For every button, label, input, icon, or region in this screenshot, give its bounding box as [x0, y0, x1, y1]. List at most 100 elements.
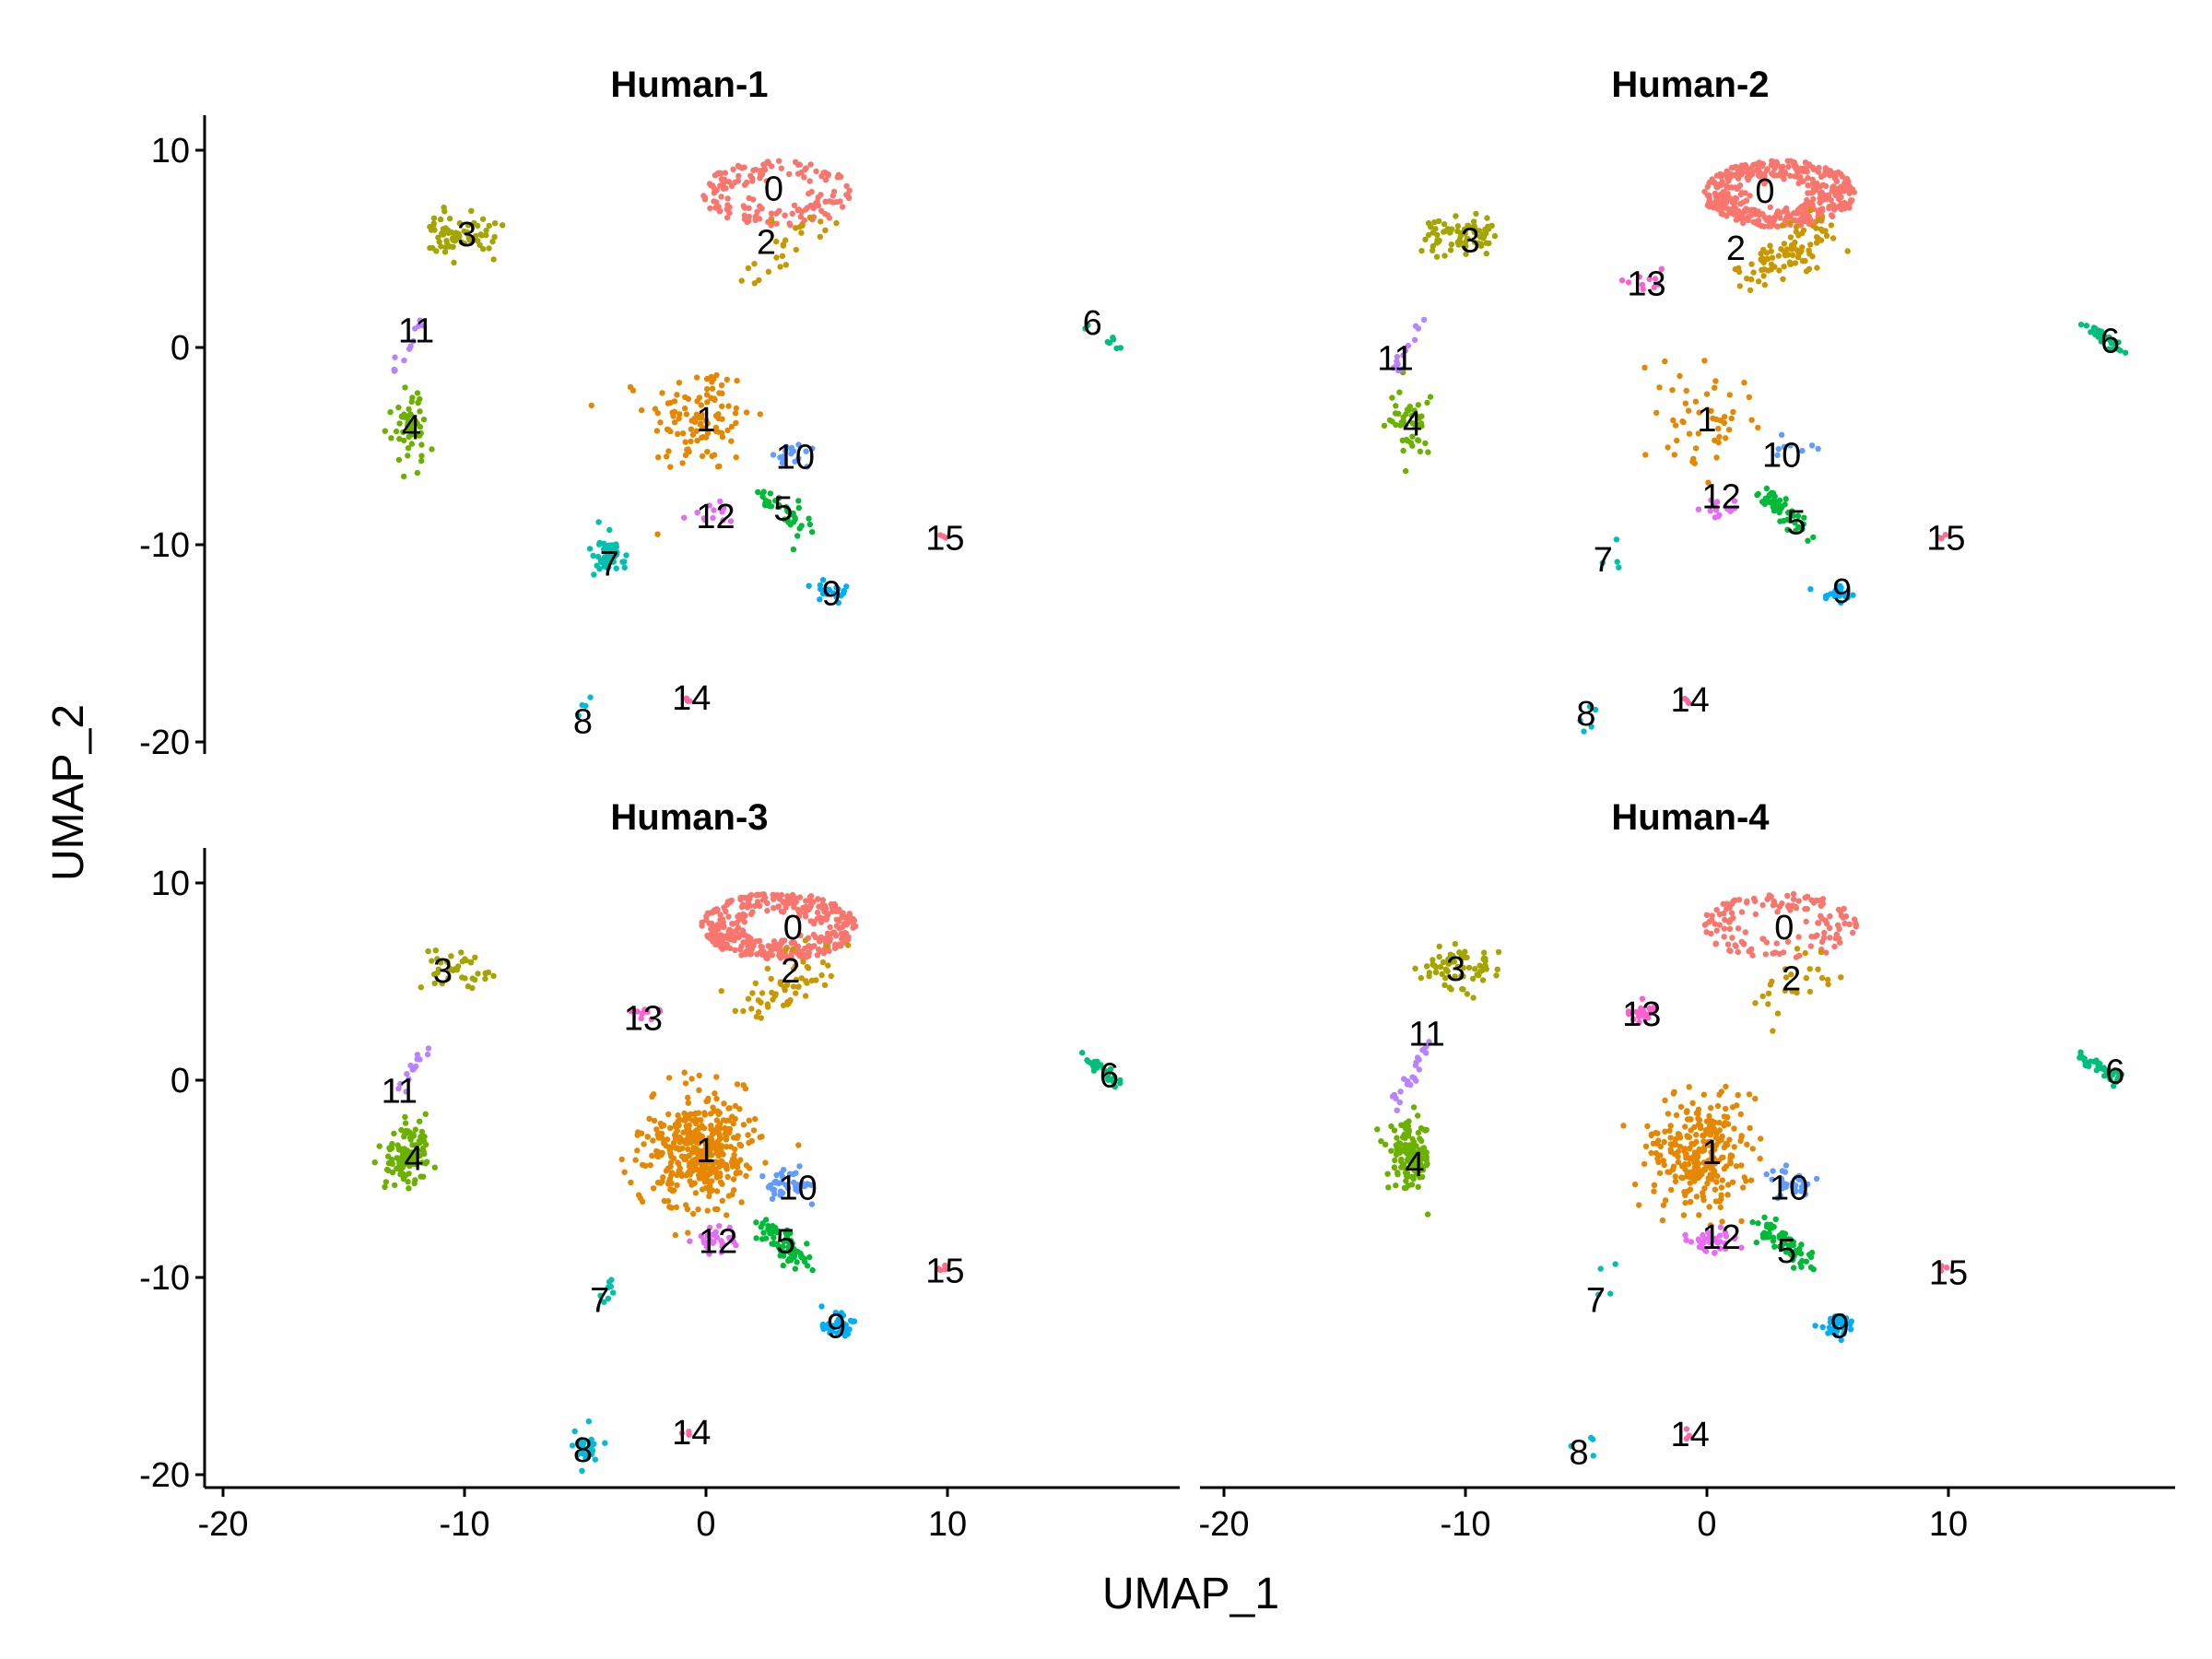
point-cluster-11: [407, 343, 414, 349]
point-cluster-0: [791, 939, 798, 947]
point-cluster-1: [1728, 415, 1735, 422]
point-cluster-2: [1769, 978, 1775, 985]
point-cluster-2: [768, 975, 774, 982]
point-cluster-2: [780, 1002, 787, 1009]
point-cluster-2: [782, 946, 789, 953]
point-cluster-1: [654, 531, 661, 537]
point-cluster-1: [700, 1137, 707, 1144]
cluster-label-11: 11: [382, 1073, 418, 1112]
point-cluster-1: [690, 1145, 698, 1151]
point-cluster-10: [1787, 442, 1794, 449]
point-cluster-4: [1392, 410, 1399, 417]
point-cluster-2: [779, 253, 786, 259]
point-cluster-3: [430, 220, 437, 227]
point-cluster-7: [605, 1284, 612, 1291]
point-cluster-3: [461, 228, 467, 235]
point-cluster-4: [1398, 1156, 1405, 1163]
point-cluster-11: [401, 357, 407, 364]
point-cluster-1: [727, 1144, 734, 1150]
x-tick-label: -20: [1199, 1505, 1250, 1544]
point-cluster-4: [418, 1173, 424, 1180]
point-cluster-1: [712, 1108, 718, 1114]
point-cluster-6: [2087, 1058, 2094, 1065]
point-cluster-3: [437, 216, 444, 223]
cluster-label-1: 1: [696, 1132, 715, 1171]
point-cluster-5: [790, 519, 797, 525]
point-cluster-1: [1636, 1202, 1642, 1208]
point-cluster-1: [725, 1105, 732, 1112]
point-cluster-1: [687, 1178, 693, 1184]
point-cluster-2: [1818, 226, 1825, 232]
point-cluster-3: [431, 971, 438, 978]
point-cluster-1: [743, 409, 750, 416]
point-cluster-1: [1758, 1135, 1764, 1142]
point-cluster-0: [704, 932, 711, 939]
point-cluster-4: [1393, 403, 1399, 409]
point-cluster-1: [719, 433, 726, 441]
point-cluster-1: [634, 1147, 641, 1154]
point-cluster-2: [1844, 248, 1851, 254]
point-cluster-1: [1687, 1156, 1694, 1162]
point-cluster-8: [588, 1441, 594, 1447]
point-cluster-4: [417, 1118, 423, 1124]
point-cluster-4: [423, 1141, 429, 1148]
point-cluster-0: [707, 205, 713, 212]
point-cluster-3: [1418, 247, 1425, 254]
point-cluster-1: [725, 1193, 733, 1199]
point-cluster-1: [700, 425, 707, 431]
point-cluster-12: [1708, 497, 1714, 503]
point-cluster-3: [458, 949, 465, 956]
point-cluster-1: [730, 1120, 736, 1127]
point-cluster-0: [1735, 184, 1742, 192]
point-cluster-0: [1803, 918, 1809, 925]
cluster-label-0: 0: [783, 909, 803, 947]
point-cluster-1: [731, 1187, 737, 1194]
point-cluster-1: [1695, 1174, 1701, 1182]
point-cluster-11: [1413, 1059, 1419, 1065]
point-cluster-8: [575, 1441, 582, 1447]
cluster-label-2: 2: [1726, 229, 1746, 268]
point-cluster-4: [1411, 407, 1418, 414]
point-cluster-12: [1713, 499, 1721, 505]
point-cluster-0: [1783, 208, 1790, 215]
point-cluster-12: [1688, 1239, 1695, 1245]
point-cluster-1: [665, 1198, 672, 1205]
point-cluster-1: [1727, 1159, 1734, 1165]
point-cluster-1: [713, 1117, 720, 1124]
point-cluster-5: [809, 529, 816, 535]
point-cluster-0: [1752, 898, 1759, 905]
point-cluster-8: [602, 1440, 608, 1446]
cluster-label-12: 12: [1702, 1218, 1741, 1257]
point-cluster-2: [822, 227, 829, 233]
point-cluster-0: [720, 924, 727, 931]
point-cluster-1: [719, 390, 725, 396]
point-cluster-3: [1431, 219, 1438, 226]
point-cluster-4: [408, 441, 415, 447]
point-cluster-0: [1732, 194, 1739, 202]
point-cluster-0: [811, 943, 818, 949]
point-cluster-6: [2117, 347, 2124, 354]
point-cluster-1: [674, 1127, 680, 1135]
point-cluster-8: [1586, 703, 1594, 710]
point-cluster-2: [798, 975, 805, 982]
point-cluster-1: [1716, 433, 1723, 441]
point-cluster-3: [486, 222, 492, 229]
point-cluster-0: [839, 935, 845, 942]
point-cluster-0: [1706, 919, 1712, 925]
point-cluster-11: [1391, 1091, 1398, 1099]
point-cluster-2: [1814, 234, 1820, 241]
point-cluster-1: [734, 377, 740, 384]
point-cluster-2: [1779, 222, 1785, 229]
point-cluster-0: [776, 158, 782, 164]
point-cluster-5: [1753, 1239, 1760, 1246]
point-cluster-0: [796, 161, 803, 168]
point-cluster-11: [414, 1052, 421, 1058]
point-cluster-1: [1695, 430, 1702, 437]
point-cluster-11: [1394, 1107, 1400, 1113]
point-cluster-1: [1743, 1178, 1749, 1184]
point-cluster-7: [1612, 1261, 1618, 1267]
point-cluster-4: [406, 1185, 412, 1192]
point-cluster-5: [787, 512, 794, 518]
point-cluster-3: [1447, 247, 1454, 253]
point-cluster-9: [1836, 593, 1843, 599]
